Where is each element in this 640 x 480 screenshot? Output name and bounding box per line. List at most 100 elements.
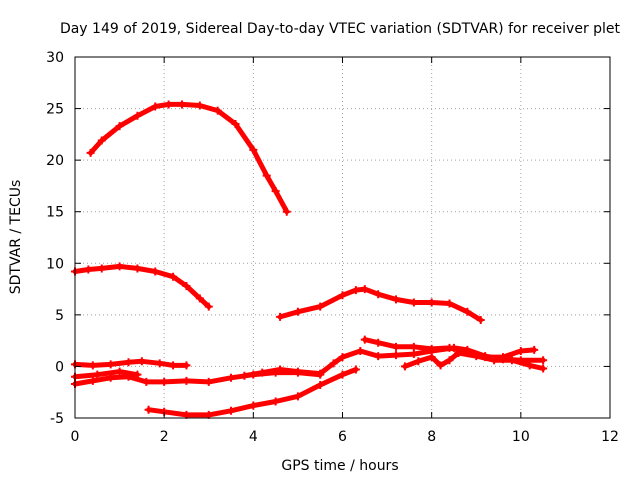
series-1 xyxy=(86,100,291,216)
data-point-marker xyxy=(409,298,418,307)
x-tick-label: 4 xyxy=(249,429,258,445)
data-point-marker xyxy=(316,302,325,311)
data-point-marker xyxy=(436,361,445,370)
data-point-marker xyxy=(115,367,124,376)
data-point-marker xyxy=(227,373,236,382)
data-point-marker xyxy=(106,360,115,369)
data-point-marker xyxy=(204,302,213,311)
data-point-marker xyxy=(86,148,95,157)
data-point-marker xyxy=(182,361,191,370)
y-tick-label: 30 xyxy=(46,50,64,66)
data-point-marker xyxy=(276,365,285,374)
data-point-marker xyxy=(169,361,178,370)
series-line xyxy=(72,263,212,310)
data-point-marker xyxy=(249,401,258,410)
data-point-marker xyxy=(282,207,291,216)
data-point-marker xyxy=(124,358,133,367)
data-point-marker xyxy=(414,357,423,366)
data-point-marker xyxy=(258,368,267,377)
data-point-marker xyxy=(525,361,534,370)
x-tick-label: 0 xyxy=(71,429,80,445)
series-2 xyxy=(71,262,213,311)
data-point-marker xyxy=(240,371,249,380)
data-point-marker xyxy=(195,294,204,303)
y-tick-label: 5 xyxy=(55,308,64,324)
y-tick-label: -5 xyxy=(50,411,64,427)
data-point-marker xyxy=(271,187,280,196)
data-point-marker xyxy=(84,265,93,274)
series-line xyxy=(88,101,290,215)
data-point-marker xyxy=(351,286,360,295)
series-3 xyxy=(276,285,485,325)
data-point-marker xyxy=(164,100,173,109)
data-point-marker xyxy=(227,406,236,415)
data-point-marker xyxy=(293,367,302,376)
data-point-marker xyxy=(445,356,454,365)
data-point-marker xyxy=(155,359,164,368)
chart-title: Day 149 of 2019, Sidereal Day-to-day VTE… xyxy=(60,21,621,37)
data-point-marker xyxy=(293,307,302,316)
y-axis-label: SDTVAR / TECUs xyxy=(8,180,24,295)
data-point-marker xyxy=(338,353,347,362)
data-point-marker xyxy=(507,356,516,365)
y-tick-label: 25 xyxy=(46,102,64,118)
x-tick-label: 8 xyxy=(427,429,436,445)
data-point-marker xyxy=(490,356,499,365)
data-point-marker xyxy=(329,359,338,368)
data-point-marker xyxy=(427,344,436,353)
data-point-marker xyxy=(151,267,160,276)
x-tick-label: 10 xyxy=(512,429,530,445)
data-point-marker xyxy=(115,122,124,131)
data-point-marker xyxy=(178,100,186,109)
data-point-marker xyxy=(271,397,280,406)
data-point-marker xyxy=(276,312,285,321)
series-10 xyxy=(400,349,548,373)
data-point-marker xyxy=(293,392,302,401)
data-point-marker xyxy=(262,171,271,180)
data-point-marker xyxy=(351,365,360,374)
series-9 xyxy=(360,335,539,362)
data-point-marker xyxy=(409,342,418,351)
data-point-marker xyxy=(115,262,124,271)
data-point-marker xyxy=(445,343,454,352)
data-point-marker xyxy=(392,295,400,304)
data-point-marker xyxy=(133,111,142,120)
data-point-marker xyxy=(472,352,481,361)
data-point-marker xyxy=(539,356,548,365)
data-point-marker xyxy=(213,106,222,115)
data-point-marker xyxy=(88,361,97,370)
data-point-marker xyxy=(530,345,539,354)
data-point-marker xyxy=(427,353,436,362)
data-point-marker xyxy=(88,376,97,385)
y-tick-label: 10 xyxy=(46,256,64,272)
y-tick-label: 0 xyxy=(55,359,64,375)
data-point-marker xyxy=(316,380,325,389)
series-layer xyxy=(71,100,548,419)
data-point-marker xyxy=(151,102,160,111)
data-point-marker xyxy=(169,272,178,281)
x-axis-label: GPS time / hours xyxy=(281,458,398,474)
data-point-marker xyxy=(195,101,204,110)
data-point-marker xyxy=(360,285,369,294)
tick-layer: 0 2 4 6 8 10 12 -5 0 5 10 15 20 25 30 xyxy=(46,50,619,445)
data-point-marker xyxy=(374,352,383,361)
data-point-marker xyxy=(137,357,146,366)
data-point-marker xyxy=(476,316,485,325)
data-point-marker xyxy=(338,370,347,379)
data-point-marker xyxy=(356,346,365,355)
data-point-marker xyxy=(454,349,463,358)
series-line xyxy=(72,369,140,380)
data-point-marker xyxy=(97,264,106,273)
data-point-marker xyxy=(160,377,169,386)
data-point-marker xyxy=(374,338,383,347)
data-point-marker xyxy=(97,136,106,145)
data-point-marker xyxy=(133,370,142,379)
data-point-marker xyxy=(231,120,240,129)
data-point-marker xyxy=(133,264,142,273)
data-point-marker xyxy=(144,405,153,414)
data-point-marker xyxy=(182,376,191,385)
data-point-marker xyxy=(445,299,454,308)
series-6 xyxy=(71,367,142,381)
data-point-marker xyxy=(539,364,548,373)
